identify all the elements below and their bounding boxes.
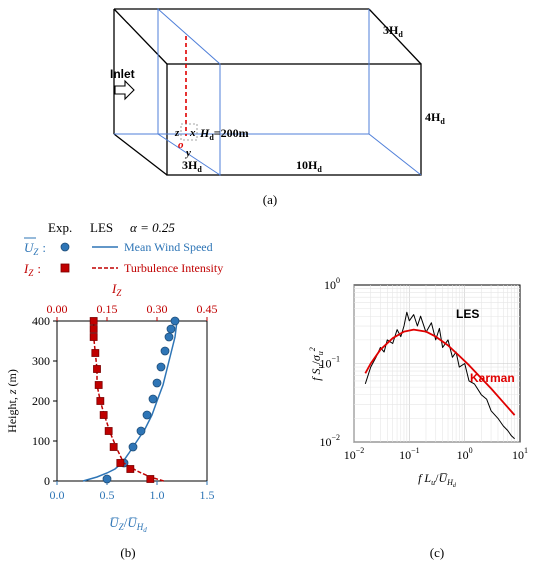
legend-iz-symbol: IZ: xyxy=(23,261,41,278)
y-tick-label: 400 xyxy=(32,314,50,328)
legend-square-marker xyxy=(60,263,70,273)
axis-z-label: z xyxy=(174,127,180,139)
legend-exp: Exp. xyxy=(48,220,72,235)
turbulence-intensity-point xyxy=(126,465,135,473)
inlet-arrow-icon xyxy=(114,79,135,101)
axis-x-label: x xyxy=(189,127,196,139)
chart-c-les-label: LES xyxy=(456,307,479,321)
x-tick-label: 10−1 xyxy=(399,446,420,462)
turbulence-intensity-point xyxy=(89,333,98,341)
x-bottom-tick-label: 1.5 xyxy=(200,488,215,502)
turbulence-intensity-point xyxy=(93,365,101,373)
mean-wind-speed-point xyxy=(128,442,138,452)
chart-c-series xyxy=(364,311,516,440)
turbulence-intensity-point xyxy=(91,349,100,357)
x-tick-label: 10−2 xyxy=(344,446,365,462)
width-label: 3Hd xyxy=(383,23,403,39)
front-width-label: 3Hd xyxy=(182,158,202,174)
chart-b-series xyxy=(82,316,180,484)
x-bottom-tick-label: 0.5 xyxy=(100,488,115,502)
mean-wind-speed-point xyxy=(160,346,170,356)
turbulence-intensity-point xyxy=(104,427,113,435)
inlet-label: Inlet xyxy=(110,67,135,81)
chart-b-y-ticks: 0 100 200 300 400 xyxy=(32,314,57,488)
mean-wind-speed-point xyxy=(142,410,152,420)
mean-wind-speed-point xyxy=(152,378,162,388)
y-tick-label: 10−1 xyxy=(319,355,340,371)
panel-b-legend: Exp. LES α = 0.25 UZ: Mean Wind Speed IZ… xyxy=(23,220,223,278)
chart-b-top-xlabel: IZ xyxy=(111,281,122,298)
x-top-tick-label: 0.30 xyxy=(147,302,168,316)
mean-wind-speed-point xyxy=(156,362,166,372)
chart-b-x-bottom-ticks: 0.0 0.5 1.0 1.5 xyxy=(50,481,215,502)
chart-b-bottom-xlabel: U̅Z/U̅Hd xyxy=(109,515,147,534)
turbulence-intensity-point xyxy=(146,475,155,483)
origin-label: o xyxy=(178,139,184,151)
mean-wind-speed-point xyxy=(136,426,146,436)
legend-circle-marker xyxy=(60,242,70,252)
mean-wind-speed-point xyxy=(170,316,180,326)
chart-b-x-top-ticks: 0.00 0.15 0.30 0.45 xyxy=(47,302,218,321)
y-tick-label: 100 xyxy=(324,276,340,292)
les-spectrum-line xyxy=(364,311,515,440)
hd-label: Hd=200m xyxy=(199,126,249,142)
y-tick-label: 0 xyxy=(44,474,50,488)
panel-a-domain: Inlet 3Hd 4Hd 3Hd 10Hd z x y o Hd=200m (… xyxy=(110,7,445,207)
height-label: 4Hd xyxy=(425,110,445,126)
x-tick-label: 101 xyxy=(512,446,528,462)
x-top-tick-label: 0.45 xyxy=(197,302,218,316)
turbulence-intensity-point xyxy=(94,381,103,389)
turbulence-intensity-point xyxy=(99,411,108,419)
x-tick-label: 100 xyxy=(457,446,473,462)
length-label: 10Hd xyxy=(296,158,322,174)
x-top-tick-label: 0.00 xyxy=(47,302,68,316)
legend-alpha: α = 0.25 xyxy=(130,220,175,235)
x-top-tick-label: 0.15 xyxy=(97,302,118,316)
axis-y-label: y xyxy=(184,147,191,159)
x-bottom-tick-label: 1.0 xyxy=(150,488,165,502)
turbulence-intensity-point xyxy=(109,443,118,451)
chart-c-karman-label: Karman xyxy=(470,371,515,385)
legend-uz-symbol: UZ: xyxy=(24,240,46,257)
turbulence-intensity-point xyxy=(116,459,125,467)
y-tick-label: 10−2 xyxy=(319,433,340,449)
y-tick-label: 100 xyxy=(32,434,50,448)
chart-c-ylabel: f Su/σu2 xyxy=(308,347,325,381)
chart-c-grid xyxy=(353,285,520,443)
chart-c-xlabel: f Lu/U̅Hd xyxy=(418,471,457,489)
karman-spectrum-line xyxy=(364,328,516,416)
chart-b-frame xyxy=(56,320,208,482)
legend-turb-label: Turbulence Intensity xyxy=(124,261,223,275)
x-bottom-tick-label: 0.0 xyxy=(50,488,65,502)
turbulence-intensity-point xyxy=(89,317,98,325)
legend-les: LES xyxy=(90,220,113,235)
mean-wind-speed-point xyxy=(148,394,158,404)
mean-wind-speed-line xyxy=(82,320,178,482)
turbulence-intensity-point xyxy=(96,397,105,405)
caption-b: (b) xyxy=(120,545,135,560)
turbulence-intensity-point xyxy=(89,325,98,333)
caption-c: (c) xyxy=(430,545,444,560)
y-tick-label: 300 xyxy=(32,354,50,368)
mean-wind-speed-point xyxy=(102,474,112,484)
mean-wind-speed-point xyxy=(164,332,174,342)
caption-a: (a) xyxy=(263,192,277,207)
chart-b-ylabel: Height, z (m) xyxy=(5,369,19,433)
legend-mean-label: Mean Wind Speed xyxy=(124,240,213,254)
y-tick-label: 200 xyxy=(32,394,50,408)
mean-wind-speed-point xyxy=(166,324,176,334)
